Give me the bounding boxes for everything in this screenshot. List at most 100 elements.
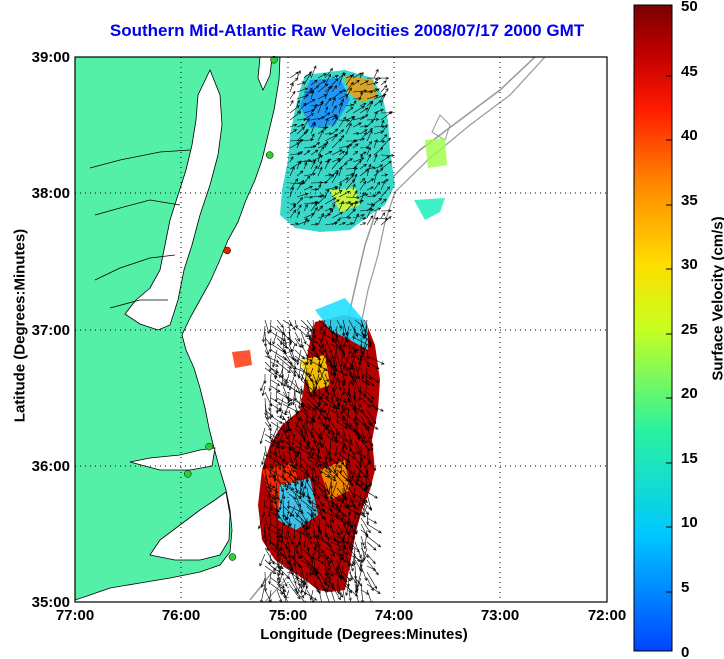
velocity-vector xyxy=(373,169,379,184)
velocity-vector xyxy=(303,90,314,94)
velocity-vector xyxy=(303,475,308,490)
velocity-vector xyxy=(303,172,316,177)
velocity-vector xyxy=(296,192,309,198)
velocity-vector xyxy=(303,161,308,170)
velocity-vector xyxy=(366,207,372,219)
velocity-vector xyxy=(284,403,290,415)
velocity-vector xyxy=(366,409,377,425)
velocity-vector xyxy=(380,111,393,121)
velocity-vector xyxy=(354,337,372,348)
velocity-vector xyxy=(345,103,354,107)
velocity-vector xyxy=(348,529,358,535)
velocity-vector xyxy=(268,391,272,412)
velocity-vector xyxy=(300,403,311,410)
velocity-vector xyxy=(345,174,355,184)
velocity-vector xyxy=(318,583,329,592)
velocity-vector xyxy=(289,156,294,163)
velocity-vector xyxy=(288,469,299,485)
velocity-vector xyxy=(348,475,363,488)
velocity-vector xyxy=(324,150,333,156)
velocity-vector xyxy=(296,70,301,79)
velocity-vector xyxy=(345,208,357,219)
velocity-vector xyxy=(352,183,356,191)
velocity-vector xyxy=(296,81,306,86)
velocity-vector xyxy=(279,409,284,419)
velocity-vector xyxy=(352,213,359,226)
velocity-vector xyxy=(312,547,330,559)
velocity-vector xyxy=(358,493,362,508)
bay-tributary xyxy=(94,254,176,281)
velocity-vector xyxy=(360,397,371,408)
velocity-vector xyxy=(373,88,380,93)
velocity-vector xyxy=(345,172,355,177)
velocity-vector xyxy=(300,331,307,345)
velocity-vector xyxy=(366,117,380,121)
velocity-vector xyxy=(294,559,301,568)
velocity-vector xyxy=(360,349,370,368)
velocity-vector xyxy=(318,367,327,386)
velocity-vector xyxy=(306,535,313,545)
velocity-vector xyxy=(354,427,360,441)
velocity-vector xyxy=(282,391,293,406)
velocity-vector xyxy=(306,391,322,400)
velocity-vector xyxy=(270,487,279,494)
velocity-vector xyxy=(331,78,339,86)
velocity-vector xyxy=(373,147,384,156)
velocity-vector xyxy=(324,158,332,163)
velocity-vector xyxy=(359,124,369,128)
velocity-vector xyxy=(328,451,333,463)
velocity-vector xyxy=(342,475,352,483)
velocity-vector xyxy=(348,343,359,351)
velocity-vector xyxy=(366,553,376,565)
velocity-vector xyxy=(264,355,280,363)
velocity-vector xyxy=(359,216,367,220)
velocity-vector xyxy=(276,409,288,416)
velocity-vector xyxy=(285,511,290,521)
velocity-vector xyxy=(294,481,299,495)
velocity-vector xyxy=(345,196,360,200)
velocity-vector xyxy=(324,73,332,86)
velocity-vector xyxy=(276,511,285,526)
velocity-vector xyxy=(324,589,330,602)
velocity-vector xyxy=(331,138,343,149)
velocity-vector xyxy=(366,457,377,471)
velocity-vector xyxy=(366,535,382,548)
velocity-vector xyxy=(366,571,378,590)
velocity-vector xyxy=(317,80,327,86)
velocity-vector xyxy=(268,445,272,459)
velocity-vector xyxy=(294,379,301,395)
velocity-vector xyxy=(345,457,350,468)
velocity-vector xyxy=(348,349,360,361)
velocity-vector xyxy=(353,343,358,355)
velocity-vector xyxy=(303,113,315,121)
velocity-vector xyxy=(366,76,382,80)
velocity-vector xyxy=(366,355,385,365)
velocity-vector xyxy=(363,529,368,550)
colorbar-label: Surface Velocity (cm/s) xyxy=(709,216,724,381)
velocity-vector xyxy=(312,361,328,372)
velocity-vector xyxy=(380,212,386,219)
velocity-vector xyxy=(289,166,295,177)
velocity-vector xyxy=(261,385,266,397)
velocity-vector xyxy=(352,190,358,198)
velocity-vector xyxy=(380,80,387,86)
velocity-vector xyxy=(309,367,314,378)
velocity-vector xyxy=(259,427,266,445)
velocity-vector xyxy=(324,433,334,441)
velocity-vector xyxy=(262,523,266,540)
velocity-vector xyxy=(360,337,364,356)
velocity-vector xyxy=(345,583,350,597)
velocity-vector xyxy=(354,577,363,587)
velocity-vector xyxy=(311,409,315,423)
velocity-vector xyxy=(354,403,358,415)
velocity-vector xyxy=(282,475,292,486)
velocity-vector xyxy=(336,553,344,572)
velocity-vector xyxy=(291,385,296,406)
velocity-vector xyxy=(343,397,350,412)
velocity-vector xyxy=(345,178,356,191)
velocity-vector xyxy=(309,355,314,366)
velocity-vector xyxy=(366,186,374,191)
velocity-vector xyxy=(380,93,386,107)
velocity-vector xyxy=(360,457,369,475)
velocity-vector xyxy=(331,105,337,114)
